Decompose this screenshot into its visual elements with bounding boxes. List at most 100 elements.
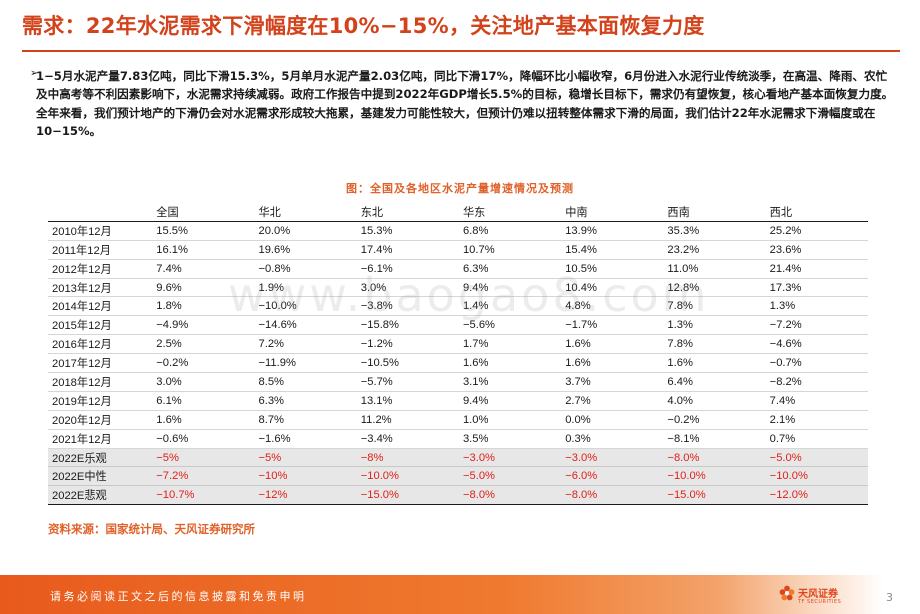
table-cell: −0.2%: [152, 353, 255, 374]
row-label: 2021年12月: [48, 429, 153, 449]
table-cell: 13.1%: [356, 391, 459, 411]
table-row: 2018年12月 3.0% 8.5% −5.7% 3.1% 3.7% 6.4% −8.2%: [48, 372, 868, 392]
table-cell: 0.3%: [561, 429, 664, 449]
table-cell: −8.1%: [663, 429, 766, 449]
table-cell: −15.8%: [356, 315, 459, 336]
table-cell: −0.2%: [663, 410, 766, 430]
column-header: 华北: [254, 203, 357, 222]
table-cell: −1.6%: [254, 429, 357, 449]
forecast-cell: −5.0%: [765, 448, 868, 468]
forecast-cell: −10.0%: [663, 466, 766, 487]
table-cell: 17.3%: [765, 278, 868, 298]
table-row: 2019年12月 6.1% 6.3% 13.1% 9.4% 2.7% 4.0% 7.4%: [48, 391, 868, 411]
scenario-label: 2022E悲观: [48, 485, 153, 506]
table-cell: 2.1%: [765, 410, 868, 430]
title-divider: [22, 50, 900, 52]
table-cell: 0.0%: [561, 410, 664, 430]
table-cell: 21.4%: [765, 259, 868, 279]
table-cell: 10.5%: [561, 259, 664, 279]
forecast-cell: −10.0%: [356, 466, 459, 487]
table-cell: 19.6%: [254, 240, 357, 260]
logo-name: 天风证券: [798, 589, 838, 600]
table-cell: 6.3%: [254, 391, 357, 411]
forecast-cell: −6.0%: [561, 466, 664, 487]
row-label: 2013年12月: [48, 278, 153, 298]
table-cell: 1.3%: [765, 296, 868, 317]
forecast-cell: −7.2%: [152, 466, 255, 487]
footer-bar: [0, 575, 920, 614]
table-cell: −10.0%: [254, 296, 357, 317]
table-cell: 7.4%: [765, 391, 868, 411]
table-cell: 11.2%: [356, 410, 459, 430]
table-row: 2011年12月 16.1% 19.6% 17.4% 10.7% 15.4% 23.2% 23…: [48, 240, 868, 260]
forecast-cell: −12%: [254, 485, 357, 506]
company-logo: 天风证券 TF SECURITIES: [778, 582, 858, 610]
table-cell: 1.7%: [458, 334, 562, 355]
table-cell: 3.0%: [152, 372, 255, 392]
table-row: 2017年12月 −0.2% −11.9% −10.5% 1.6% 1.6% 1.6% −0.…: [48, 353, 868, 374]
table-cell: 9.6%: [152, 278, 255, 298]
table-cell: 3.0%: [356, 278, 459, 298]
table-cell: −3.8%: [356, 296, 459, 317]
logo-subtitle: TF SECURITIES: [798, 599, 842, 605]
table-cell: 16.1%: [152, 240, 255, 260]
column-header: 中南: [561, 203, 664, 222]
source-note: 资料来源：国家统计局、天风证券研究所: [48, 522, 255, 536]
cement-output-growth-table: 全国 华北 东北 华东 中南 西南 西北 2010年12月 15.5% 20.0% 15.3% 6.…: [48, 203, 868, 506]
table-cell: 23.6%: [765, 240, 868, 260]
table-cell: −14.6%: [254, 315, 357, 336]
table-cell: 11.0%: [663, 259, 766, 279]
forecast-cell: −15.0%: [356, 485, 459, 506]
table-cell: −8.2%: [765, 372, 868, 392]
row-label: 2014年12月: [48, 296, 153, 317]
table-cell: 10.7%: [458, 240, 562, 260]
table-cell: −5.7%: [356, 372, 459, 392]
forecast-cell: −5.0%: [458, 466, 562, 487]
table-cell: 1.6%: [561, 334, 664, 355]
table-cell: −4.6%: [765, 334, 868, 355]
page-title: 需求：22年水泥需求下滑幅度在10%−15%，关注地产基本面恢复力度: [22, 14, 705, 38]
table-cell: −1.7%: [561, 315, 664, 336]
table-cell: −11.9%: [254, 353, 357, 374]
table-cell: 13.9%: [561, 221, 664, 241]
table-cell: −5.6%: [458, 315, 562, 336]
footer-disclaimer: 请务必阅读正文之后的信息披露和免责申明: [50, 590, 307, 603]
table-cell: 1.6%: [458, 353, 562, 374]
table-cell: 3.1%: [458, 372, 562, 392]
logo-flower-icon: [779, 585, 795, 601]
table-header-row: 全国 华北 东北 华东 中南 西南 西北: [48, 203, 868, 222]
forecast-cell: −8%: [356, 448, 459, 468]
table-cell: 2.5%: [152, 334, 255, 355]
forecast-cell: −10.0%: [765, 466, 868, 487]
table-cell: 6.8%: [458, 221, 562, 241]
column-header: 西南: [663, 203, 766, 222]
table-cell: 1.6%: [152, 410, 255, 430]
row-label: 2015年12月: [48, 315, 153, 336]
table-cell: 15.5%: [152, 221, 255, 241]
table-cell: 17.4%: [356, 240, 459, 260]
forecast-cell: −12.0%: [765, 485, 868, 506]
table-cell: 0.7%: [765, 429, 868, 449]
table-cell: −10.5%: [356, 353, 459, 374]
table-cell: 1.6%: [663, 353, 766, 374]
table-cell: 1.3%: [663, 315, 766, 336]
column-header: 西北: [765, 203, 868, 222]
table-cell: 35.3%: [663, 221, 766, 241]
forecast-row: 2022E乐观 −5% −5% −8% −3.0% −3.0% −8.0% −5.0%: [48, 448, 868, 468]
column-header: 东北: [356, 203, 459, 222]
page-number: 3: [886, 591, 893, 604]
table-cell: 6.1%: [152, 391, 255, 411]
forecast-cell: −10.7%: [152, 485, 255, 506]
table-cell: 15.3%: [356, 221, 459, 241]
table-cell: 1.4%: [458, 296, 562, 317]
forecast-cell: −8.0%: [458, 485, 562, 506]
column-header: 华东: [458, 203, 562, 222]
table-cell: 1.9%: [254, 278, 357, 298]
table-cell: 23.2%: [663, 240, 766, 260]
table-cell: −4.9%: [152, 315, 255, 336]
table-row: 2016年12月 2.5% 7.2% −1.2% 1.7% 1.6% 7.8% −4.6%: [48, 334, 868, 355]
table-cell: 7.4%: [152, 259, 255, 279]
bullet-arrow-icon: ➢: [30, 68, 39, 79]
forecast-cell: −8.0%: [663, 448, 766, 468]
table-cell: 8.5%: [254, 372, 357, 392]
